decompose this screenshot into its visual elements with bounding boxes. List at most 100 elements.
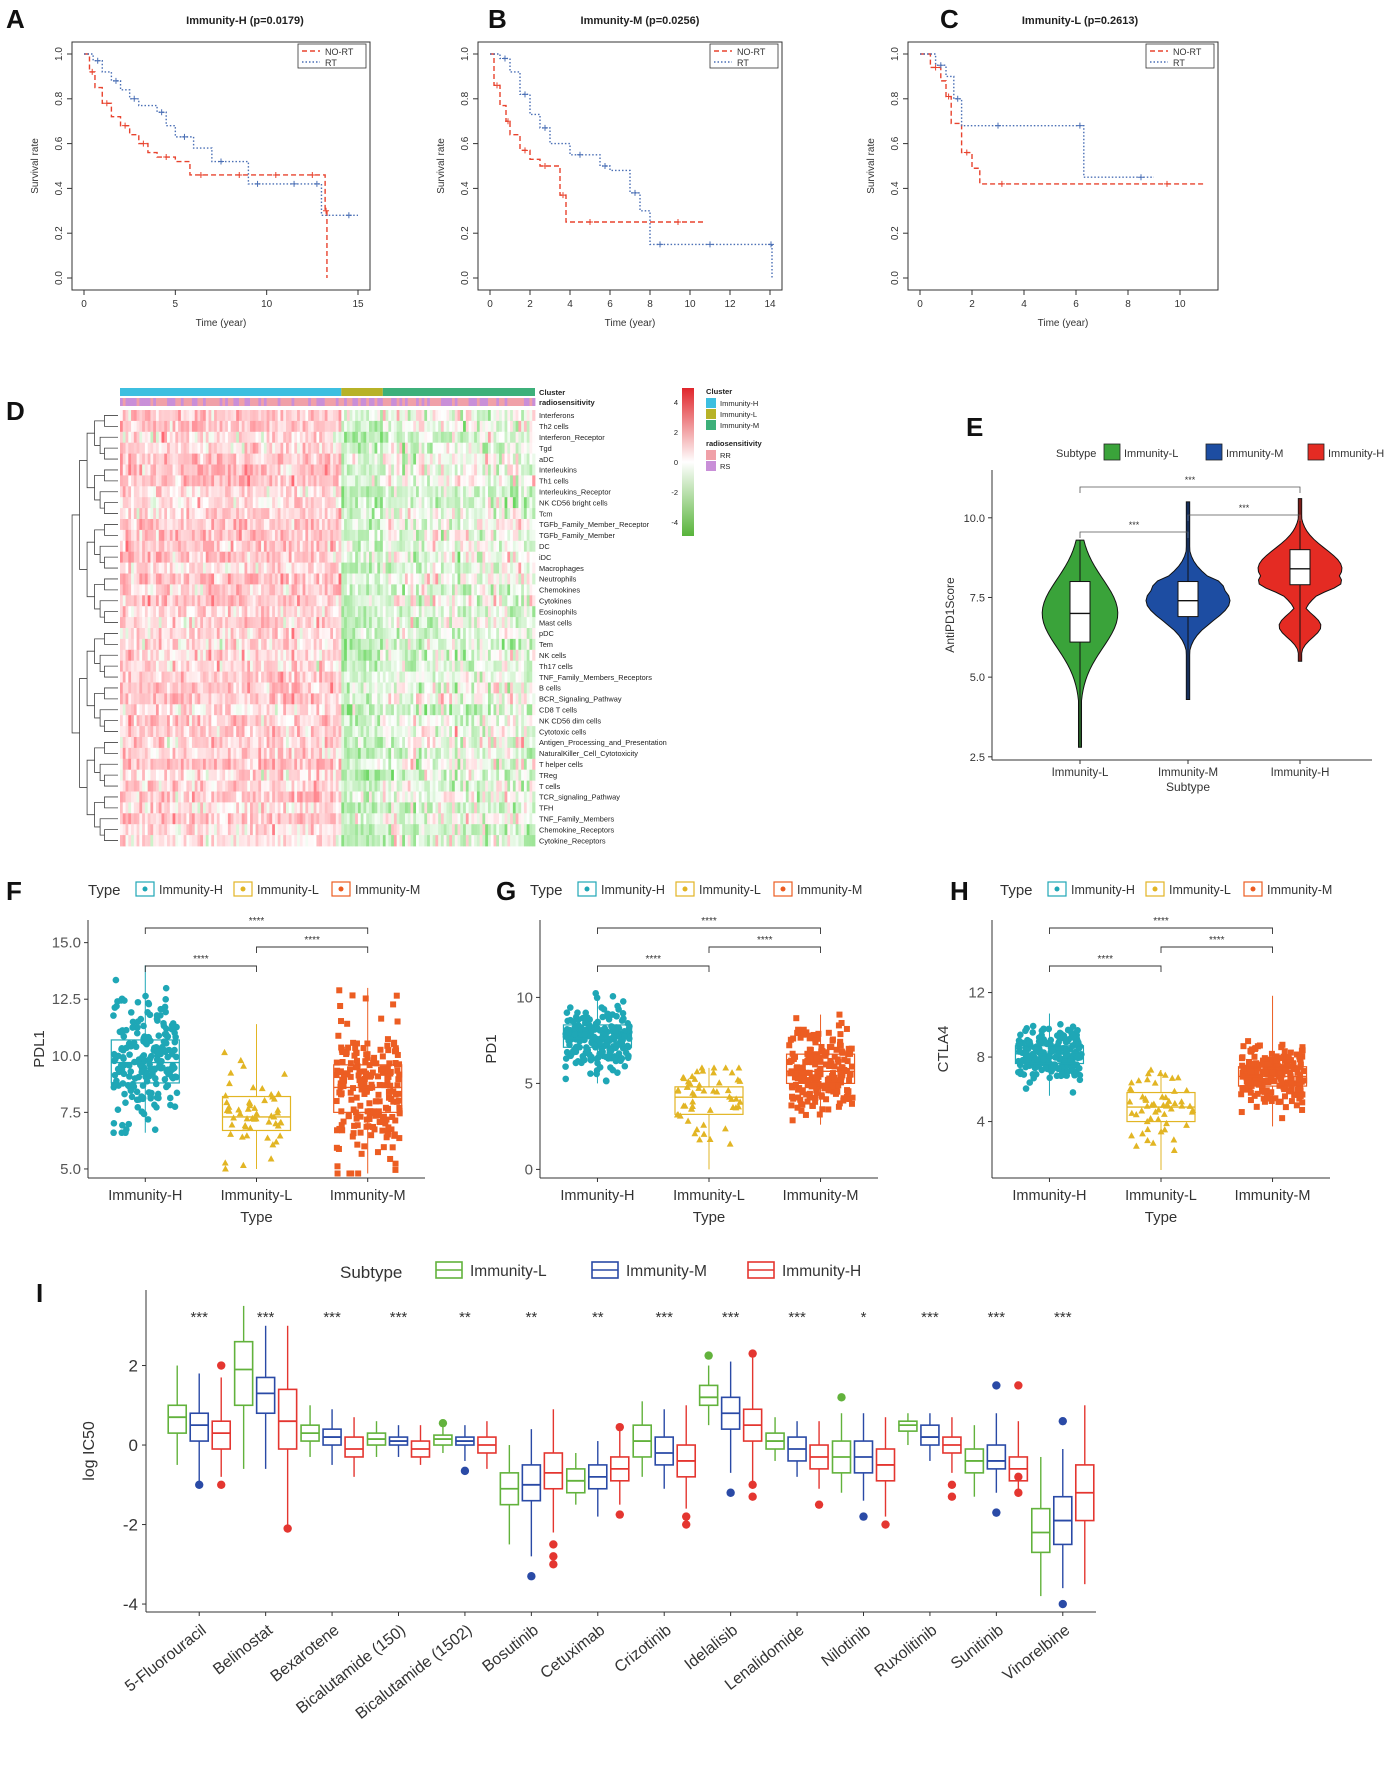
- heatmap-cell: [222, 431, 226, 444]
- heatmap-cell: [153, 726, 157, 738]
- heatmap-cell: [321, 431, 326, 444]
- heatmap-cell: [424, 693, 428, 705]
- heatmap-cell: [230, 649, 234, 662]
- heatmap-cell: [421, 442, 425, 454]
- heatmap-cell: [144, 726, 149, 738]
- heatmap-cell: [482, 420, 486, 433]
- heatmap-cell: [355, 410, 359, 422]
- heatmap-cell: [352, 715, 356, 727]
- heatmap-cell: [435, 606, 439, 618]
- heatmap-cell: [501, 562, 505, 574]
- heatmap-cell: [399, 638, 403, 651]
- heatmap-cell: [294, 442, 298, 454]
- heatmap-cell: [510, 660, 514, 672]
- heatmap-cell: [396, 464, 400, 476]
- heatmap-cell: [178, 649, 182, 662]
- heatmap-cell: [169, 475, 173, 487]
- heatmap-cell: [366, 726, 370, 738]
- heatmap-cell: [490, 595, 494, 607]
- heatmap-cell: [349, 682, 353, 694]
- heatmap-cell: [532, 671, 536, 683]
- heatmap-cell: [333, 693, 337, 705]
- heatmap-cell: [167, 726, 171, 738]
- heatmap-cell: [333, 420, 337, 433]
- heatmap-cell: [255, 551, 259, 563]
- heatmap-cell: [454, 551, 458, 563]
- heatmap-cell: [144, 628, 149, 640]
- heatmap-cell: [512, 660, 517, 672]
- heatmap-cell: [183, 649, 187, 662]
- heatmap-cell: [515, 431, 519, 444]
- heatmap-cell: [313, 420, 317, 433]
- heatmap-cell: [180, 638, 185, 651]
- heatmap-cell: [197, 649, 201, 662]
- heatmap-cell: [258, 595, 262, 607]
- heatmap-cell: [510, 442, 514, 454]
- heatmap-cell: [308, 715, 312, 727]
- heatmap-cell: [490, 704, 494, 716]
- heatmap-cell: [449, 431, 453, 444]
- heatmap-cell: [344, 715, 348, 727]
- heatmap-cell: [225, 704, 229, 716]
- heatmap-cell: [150, 497, 154, 509]
- heatmap-cell: [230, 704, 234, 716]
- heatmap-cell: [299, 682, 303, 694]
- heatmap-cell: [438, 431, 442, 444]
- heatmap-cell: [183, 660, 187, 672]
- heatmap-cell: [341, 595, 345, 607]
- heatmap-cell: [238, 540, 243, 553]
- heatmap-cell: [161, 442, 165, 454]
- heatmap-cell: [429, 606, 434, 618]
- heatmap-cell: [377, 671, 381, 683]
- heatmap-cell: [186, 420, 190, 433]
- heatmap-cell: [523, 431, 528, 444]
- heatmap-cell: [457, 562, 461, 574]
- heatmap-cell: [413, 584, 417, 596]
- heatmap-cell: [424, 704, 428, 716]
- heatmap-cell: [155, 464, 160, 476]
- heatmap-cell: [377, 617, 381, 629]
- heatmap-cell: [222, 726, 226, 738]
- heatmap-cell: [526, 606, 530, 618]
- heatmap-cell: [139, 420, 143, 433]
- heatmap-cell: [344, 606, 348, 618]
- heatmap-cell: [227, 453, 232, 465]
- heatmap-cell: [258, 431, 262, 444]
- heatmap-cell: [360, 529, 364, 542]
- heatmap-cell: [407, 715, 411, 727]
- heatmap-cell: [427, 431, 431, 444]
- heatmap-cell: [427, 475, 431, 487]
- heatmap-cell: [136, 715, 140, 727]
- heatmap-cell: [371, 431, 375, 444]
- heatmap-cell: [120, 595, 124, 607]
- heatmap-cell: [286, 410, 290, 422]
- heatmap-cell: [197, 682, 201, 694]
- heatmap-cell: [133, 747, 137, 760]
- heatmap-cell: [125, 638, 129, 651]
- radiosensitivity-cell: [440, 398, 445, 406]
- heatmap-cell: [435, 660, 439, 672]
- heatmap-cell: [308, 649, 312, 662]
- heatmap-cell: [169, 660, 173, 672]
- heatmap-cell: [366, 573, 370, 585]
- heatmap-cell: [169, 671, 173, 683]
- heatmap-cell: [255, 573, 259, 585]
- heatmap-cell: [133, 715, 137, 727]
- heatmap-cell: [435, 671, 439, 683]
- radiosensitivity-cell: [274, 398, 279, 406]
- heatmap-cell: [330, 737, 334, 749]
- heatmap-cell: [144, 410, 149, 422]
- heatmap-cell: [369, 519, 373, 531]
- heatmap-cell: [308, 595, 312, 607]
- heatmap-cell: [360, 660, 364, 672]
- heatmap-cell: [321, 617, 326, 629]
- heatmap-cell: [189, 562, 193, 574]
- heatmap-cell: [396, 442, 400, 454]
- heatmap-cell: [172, 737, 176, 749]
- heatmap-cell: [418, 606, 422, 618]
- heatmap-cell: [319, 715, 323, 727]
- heatmap-cell: [449, 682, 453, 694]
- heatmap-cell: [479, 584, 483, 596]
- heatmap-cell: [172, 551, 176, 563]
- heatmap-cell: [391, 671, 395, 683]
